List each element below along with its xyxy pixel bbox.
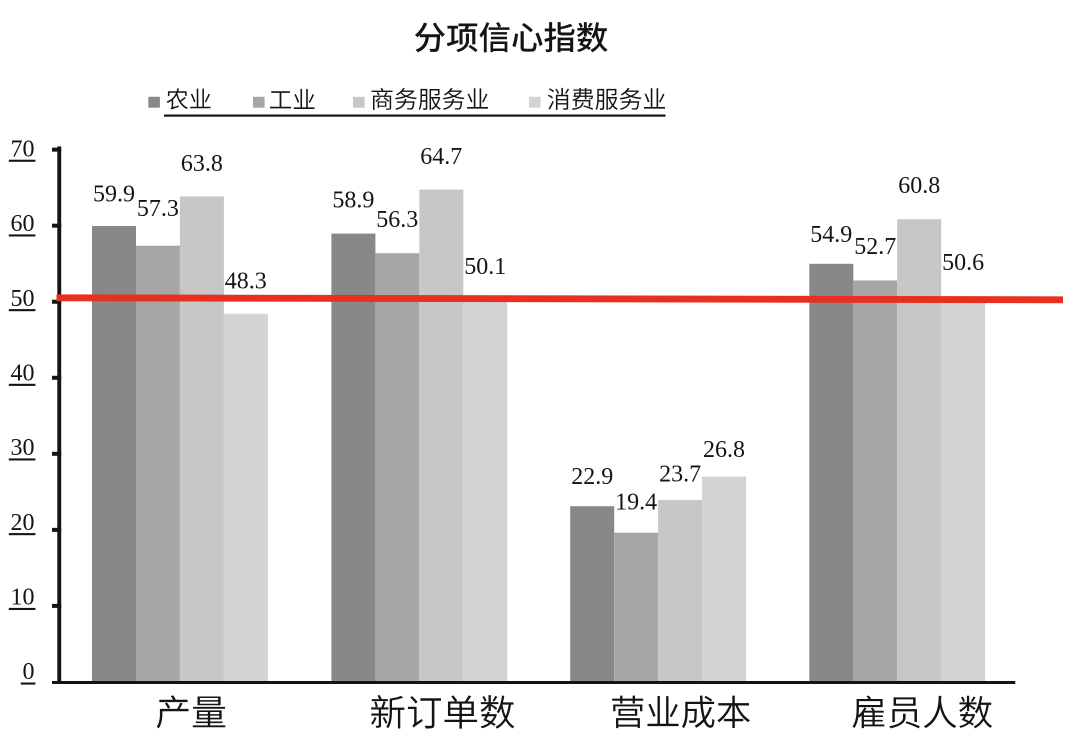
svg-text:10: 10 (11, 585, 35, 611)
svg-text:54.9: 54.9 (810, 222, 852, 248)
svg-text:56.3: 56.3 (376, 207, 418, 233)
svg-text:50.1: 50.1 (464, 254, 506, 280)
svg-text:23.7: 23.7 (659, 462, 701, 488)
svg-text:19.4: 19.4 (615, 490, 657, 516)
svg-text:40: 40 (11, 361, 35, 387)
svg-text:58.9: 58.9 (332, 188, 374, 214)
svg-text:0: 0 (23, 659, 35, 685)
svg-text:50: 50 (11, 286, 35, 312)
svg-text:60: 60 (11, 211, 35, 237)
svg-text:22.9: 22.9 (571, 464, 613, 490)
svg-text:26.8: 26.8 (703, 437, 745, 463)
svg-text:20: 20 (11, 510, 35, 536)
svg-text:30: 30 (11, 435, 35, 461)
svg-text:64.7: 64.7 (420, 144, 462, 170)
svg-text:50.6: 50.6 (942, 250, 984, 276)
svg-text:70: 70 (11, 136, 35, 162)
svg-text:60.8: 60.8 (898, 173, 940, 199)
svg-text:63.8: 63.8 (181, 151, 223, 177)
svg-text:57.3: 57.3 (137, 196, 179, 222)
svg-text:48.3: 48.3 (225, 268, 267, 294)
svg-text:52.7: 52.7 (854, 234, 896, 260)
svg-text:59.9: 59.9 (93, 181, 135, 207)
